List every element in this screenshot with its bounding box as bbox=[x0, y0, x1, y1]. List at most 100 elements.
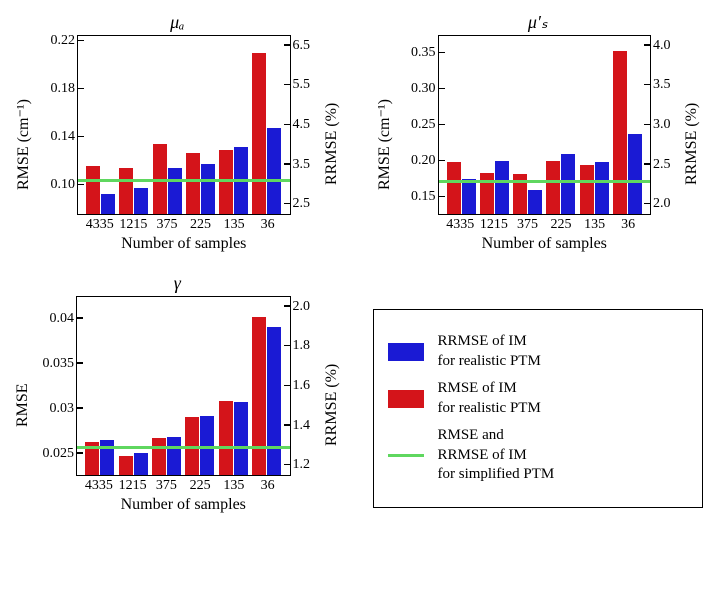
bar-group bbox=[478, 161, 511, 214]
plot-area bbox=[76, 296, 291, 476]
xaxis-tick: 225 bbox=[544, 217, 578, 233]
legend-swatch bbox=[388, 343, 424, 361]
bar-blue bbox=[595, 162, 609, 214]
bar-group bbox=[84, 166, 117, 214]
bar-blue bbox=[462, 179, 476, 214]
xaxis-tick: 1215 bbox=[116, 478, 150, 494]
bar-group bbox=[250, 317, 283, 475]
yaxis-right: 1.21.41.61.82.0 bbox=[291, 296, 321, 476]
legend-swatch bbox=[388, 390, 424, 408]
bar-red bbox=[219, 401, 233, 475]
bar-red bbox=[480, 173, 494, 214]
yaxis-left: 0.150.200.250.300.35 bbox=[396, 35, 438, 215]
ylabel-left: RMSE (cm⁻¹) bbox=[373, 35, 396, 253]
bar-red bbox=[186, 153, 200, 214]
plot-area bbox=[438, 35, 652, 215]
xaxis-tick: 225 bbox=[183, 478, 217, 494]
chart-wrap: RMSE0.0250.030.0350.04 433512153752251353… bbox=[12, 296, 343, 514]
panel-mua: μₐRMSE (cm⁻¹)0.100.140.180.2243351215375… bbox=[12, 12, 343, 253]
bar-red bbox=[447, 162, 461, 214]
bar-group bbox=[445, 162, 478, 214]
chart-grid: μₐRMSE (cm⁻¹)0.100.140.180.2243351215375… bbox=[12, 12, 703, 514]
xaxis: 4335121537522513536 bbox=[77, 217, 291, 233]
bar-red bbox=[613, 51, 627, 214]
bar-red bbox=[119, 168, 133, 214]
xaxis-tick: 4335 bbox=[83, 217, 117, 233]
bar-group bbox=[217, 401, 250, 475]
ylabel-right: RRMSE (%) bbox=[681, 35, 703, 253]
xaxis-tick: 135 bbox=[217, 478, 251, 494]
yaxis-right: 2.53.54.55.56.5 bbox=[291, 35, 321, 215]
legend-text: RMSE of IMfor realistic PTM bbox=[438, 379, 541, 418]
bar-blue bbox=[234, 402, 248, 475]
legend-text: RRMSE of IMfor realistic PTM bbox=[438, 332, 541, 371]
bar-blue bbox=[561, 154, 575, 214]
yaxis-right: 2.02.53.03.54.0 bbox=[651, 35, 681, 215]
bar-blue bbox=[528, 190, 542, 214]
bar-group bbox=[578, 162, 611, 214]
baseline-line bbox=[77, 446, 290, 449]
legend: RRMSE of IMfor realistic PTM RMSE of IMfo… bbox=[373, 309, 704, 508]
legend-row: RMSE andRRMSE of IMfor simplified PTM bbox=[388, 426, 689, 485]
yaxis-left: 0.0250.030.0350.04 bbox=[34, 296, 76, 476]
bar-red bbox=[252, 53, 266, 214]
legend-line bbox=[388, 454, 424, 457]
panel-title: μₐ bbox=[12, 12, 343, 33]
bars-container bbox=[439, 36, 651, 214]
bar-red bbox=[546, 161, 560, 214]
chart-wrap: RMSE (cm⁻¹)0.100.140.180.224335121537522… bbox=[12, 35, 343, 253]
bar-group bbox=[250, 53, 283, 214]
bar-group bbox=[117, 168, 150, 214]
xaxis-tick: 1215 bbox=[117, 217, 151, 233]
bars-container bbox=[78, 36, 290, 214]
bar-red bbox=[119, 456, 133, 475]
baseline-line bbox=[78, 179, 290, 182]
xaxis-tick: 1215 bbox=[477, 217, 511, 233]
bar-red bbox=[86, 166, 100, 214]
legend-row: RMSE of IMfor realistic PTM bbox=[388, 379, 689, 418]
panel-title: μ′ₛ bbox=[373, 12, 704, 33]
bar-blue bbox=[168, 168, 182, 214]
xlabel: Number of samples bbox=[77, 235, 291, 253]
ylabel-left: RMSE bbox=[12, 296, 34, 514]
xaxis-tick: 4335 bbox=[444, 217, 478, 233]
chart-wrap: RMSE (cm⁻¹)0.150.200.250.300.35433512153… bbox=[373, 35, 704, 253]
bar-red bbox=[219, 150, 233, 214]
xaxis-tick: 36 bbox=[251, 478, 285, 494]
xaxis-tick: 4335 bbox=[82, 478, 116, 494]
bar-blue bbox=[495, 161, 509, 214]
yaxis-left: 0.100.140.180.22 bbox=[35, 35, 77, 215]
panel-gamma: γRMSE0.0250.030.0350.04 43351215375225135… bbox=[12, 273, 343, 514]
bar-blue bbox=[628, 134, 642, 214]
xaxis-tick: 375 bbox=[150, 478, 184, 494]
xaxis-tick: 36 bbox=[611, 217, 645, 233]
xaxis-tick: 375 bbox=[511, 217, 545, 233]
bar-blue bbox=[201, 164, 215, 214]
baseline-line bbox=[439, 180, 651, 183]
bar-blue bbox=[267, 128, 281, 214]
bar-red bbox=[580, 165, 594, 214]
xaxis-tick: 375 bbox=[150, 217, 184, 233]
bar-blue bbox=[167, 437, 181, 475]
bar-blue bbox=[134, 188, 148, 214]
xlabel: Number of samples bbox=[438, 235, 652, 253]
legend-row: RRMSE of IMfor realistic PTM bbox=[388, 332, 689, 371]
bar-red bbox=[252, 317, 266, 475]
bar-group bbox=[611, 51, 644, 214]
ylabel-left: RMSE (cm⁻¹) bbox=[12, 35, 35, 253]
xaxis-tick: 36 bbox=[251, 217, 285, 233]
xaxis: 4335121537522513536 bbox=[438, 217, 652, 233]
ylabel-right: RRMSE (%) bbox=[321, 296, 343, 514]
panel-title: γ bbox=[12, 273, 343, 294]
ylabel-right: RRMSE (%) bbox=[321, 35, 343, 253]
xaxis-tick: 135 bbox=[217, 217, 251, 233]
bar-blue bbox=[267, 327, 281, 476]
panel-mus: μ′ₛRMSE (cm⁻¹)0.150.200.250.300.35433512… bbox=[373, 12, 704, 253]
bar-group bbox=[116, 453, 149, 476]
legend-text: RMSE andRRMSE of IMfor simplified PTM bbox=[438, 426, 555, 485]
bar-blue bbox=[134, 453, 148, 476]
bar-group bbox=[544, 154, 577, 214]
plot-area bbox=[77, 35, 291, 215]
bar-group bbox=[184, 153, 217, 214]
bar-blue bbox=[101, 194, 115, 214]
